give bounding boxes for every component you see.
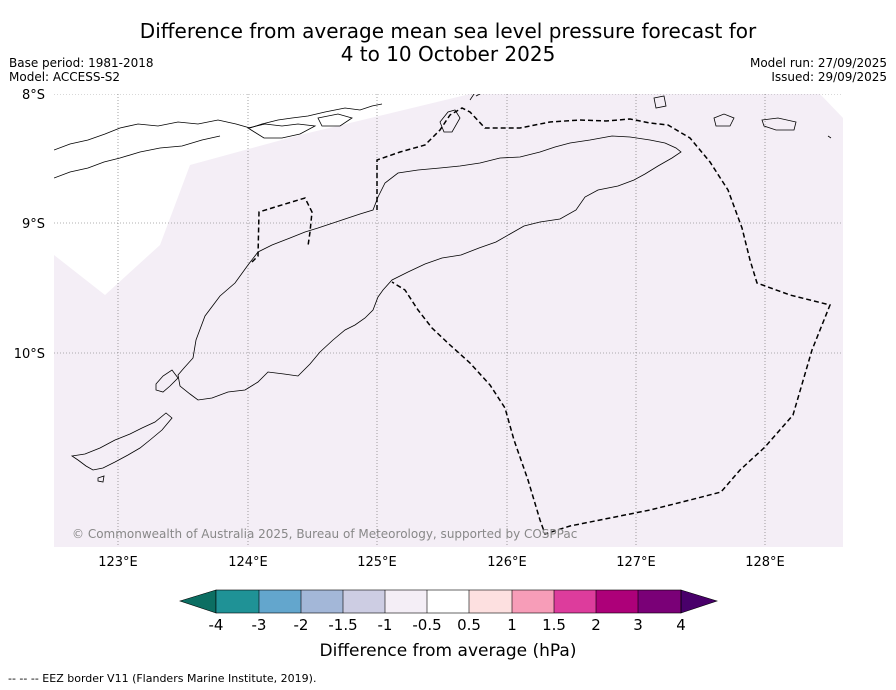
tick-label-7: 0.5 (457, 616, 481, 634)
colorbar-bin-2 (259, 590, 301, 613)
meta-left: Base period: 1981-2018 Model: ACCESS-S2 (9, 56, 154, 84)
colorbar-bin-5 (385, 590, 427, 613)
colorbar-bin-6 (427, 590, 469, 613)
tick-label-8: 1 (507, 616, 517, 634)
tick-label-4: -1.5 (328, 616, 357, 634)
colorbar-bin-3 (301, 590, 343, 613)
title-line-1: Difference from average mean sea level p… (139, 19, 757, 43)
tick-label-6: -0.5 (412, 616, 441, 634)
tick-label-1: -4 (209, 616, 224, 634)
map-area (54, 94, 843, 547)
island-timor (177, 135, 682, 401)
meta-right: Model run: 27/09/2025 Issued: 29/09/2025 (750, 56, 887, 84)
lat-label-9: 9°S (22, 217, 45, 232)
tick-label-12: 4 (676, 616, 686, 634)
tick-label-3: -2 (294, 616, 309, 634)
eez-border-oecusse (251, 197, 313, 263)
colorbar-bin-1 (216, 590, 259, 613)
tick-label-5: -1 (378, 616, 393, 634)
tick-label-9: 1.5 (542, 616, 566, 634)
island-kisar (713, 113, 797, 131)
lon-label-124: 124°E (228, 555, 268, 570)
eez-footnote: -- -- -- EEZ border V11 (Flanders Marine… (8, 672, 317, 685)
model-run: Model run: 27/09/2025 (749, 56, 887, 70)
colorbar-extend-low (179, 589, 217, 614)
title-line-2: 4 to 10 October 2025 (340, 42, 556, 66)
tick-label-11: 3 (633, 616, 643, 634)
colorbar-bin-8 (512, 590, 554, 613)
island-leti (827, 135, 832, 139)
issued-date: Issued: 29/09/2025 (771, 70, 887, 84)
island-wetar (653, 95, 667, 109)
island-ndao (97, 475, 105, 483)
colorbar-bin-11 (638, 590, 681, 613)
no-data-area-ne (820, 94, 843, 118)
colorbar-separators (258, 590, 639, 613)
lon-label-125: 125°E (357, 555, 397, 570)
island-rote (70, 412, 173, 471)
lon-label-127: 127°E (616, 555, 656, 570)
island-semau (155, 369, 179, 393)
eez-borders (251, 107, 832, 535)
island-flores-coast (54, 103, 383, 179)
island-alor-pantar (246, 113, 353, 139)
island-atauro (439, 109, 461, 133)
coastlines (54, 94, 832, 483)
eez-border-north (376, 107, 832, 535)
lon-label-123: 123°E (98, 555, 138, 570)
colorbar-bin-9 (554, 590, 596, 613)
base-period: Base period: 1981-2018 (9, 56, 154, 70)
colorbar-outline (215, 589, 682, 614)
lat-label-8: 8°S (22, 88, 45, 103)
colorbar: -4 -3 -2 -1.5 -1 -0.5 0.5 1 1.5 2 3 4 (179, 589, 718, 634)
colorbar-bin-4 (343, 590, 385, 613)
tick-label-10: 2 (591, 616, 601, 634)
lat-label-10: 10°S (14, 347, 45, 362)
colorbar-tick-labels: -4 -3 -2 -1.5 -1 -0.5 0.5 1 1.5 2 3 4 (209, 616, 686, 634)
no-data-area-nw (54, 94, 470, 295)
colorbar-bin-7 (469, 590, 512, 613)
lon-label-128: 128°E (745, 555, 785, 570)
model-name: Model: ACCESS-S2 (9, 70, 121, 84)
lon-label-126: 126°E (487, 555, 527, 570)
copyright-notice: © Commonwealth of Australia 2025, Bureau… (72, 527, 577, 541)
colorbar-bin-10 (596, 590, 638, 613)
tick-label-2: -3 (252, 616, 267, 634)
colorbar-extend-high (680, 589, 718, 614)
map-title: Difference from average mean sea level p… (0, 20, 896, 66)
island-north-shard (469, 94, 481, 101)
colorbar-label: Difference from average (hPa) (319, 641, 577, 661)
